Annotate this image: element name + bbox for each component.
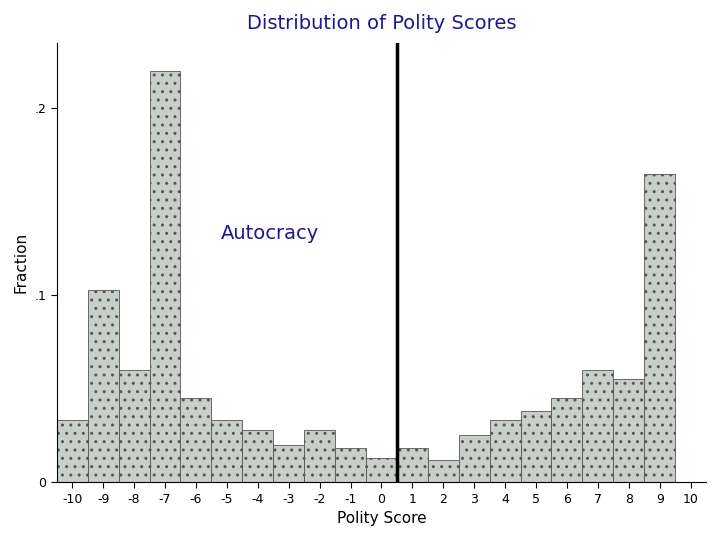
Bar [150,71,181,482]
Bar [212,421,242,482]
Bar [613,379,644,482]
Bar [490,421,521,482]
Bar [644,174,675,482]
X-axis label: Polity Score: Polity Score [337,511,426,526]
Y-axis label: Fraction: Fraction [14,232,29,293]
Bar [459,435,490,482]
Title: Distribution of Polity Scores: Distribution of Polity Scores [247,14,516,33]
Bar [521,411,552,482]
Bar [335,449,366,482]
Bar [582,370,613,482]
Bar [397,449,428,482]
Bar [366,458,397,482]
Bar [552,398,582,482]
Bar [119,370,150,482]
Bar [88,289,119,482]
Bar [273,445,304,482]
Bar [181,398,212,482]
Bar [428,460,459,482]
Bar [304,430,335,482]
Bar [57,421,88,482]
Bar [242,430,273,482]
Text: Autocracy: Autocracy [220,224,319,243]
